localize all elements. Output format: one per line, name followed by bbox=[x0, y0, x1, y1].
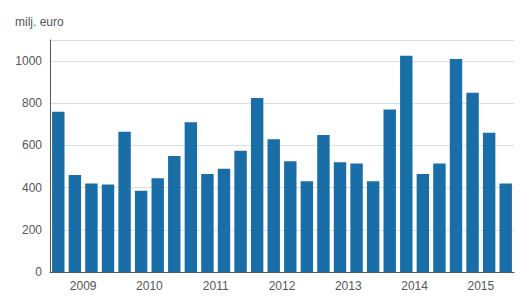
svg-text:800: 800 bbox=[22, 96, 42, 110]
svg-text:600: 600 bbox=[22, 138, 42, 152]
svg-text:2010: 2010 bbox=[136, 279, 163, 293]
svg-text:400: 400 bbox=[22, 181, 42, 195]
svg-text:2013: 2013 bbox=[335, 279, 362, 293]
svg-text:milj. euro: milj. euro bbox=[15, 15, 64, 29]
svg-text:2012: 2012 bbox=[269, 279, 296, 293]
svg-text:1000: 1000 bbox=[15, 54, 42, 68]
svg-text:2014: 2014 bbox=[401, 279, 428, 293]
svg-text:2011: 2011 bbox=[203, 279, 229, 293]
svg-text:0: 0 bbox=[35, 265, 42, 279]
svg-text:2015: 2015 bbox=[468, 279, 495, 293]
svg-text:200: 200 bbox=[22, 223, 42, 237]
svg-text:2009: 2009 bbox=[70, 279, 97, 293]
